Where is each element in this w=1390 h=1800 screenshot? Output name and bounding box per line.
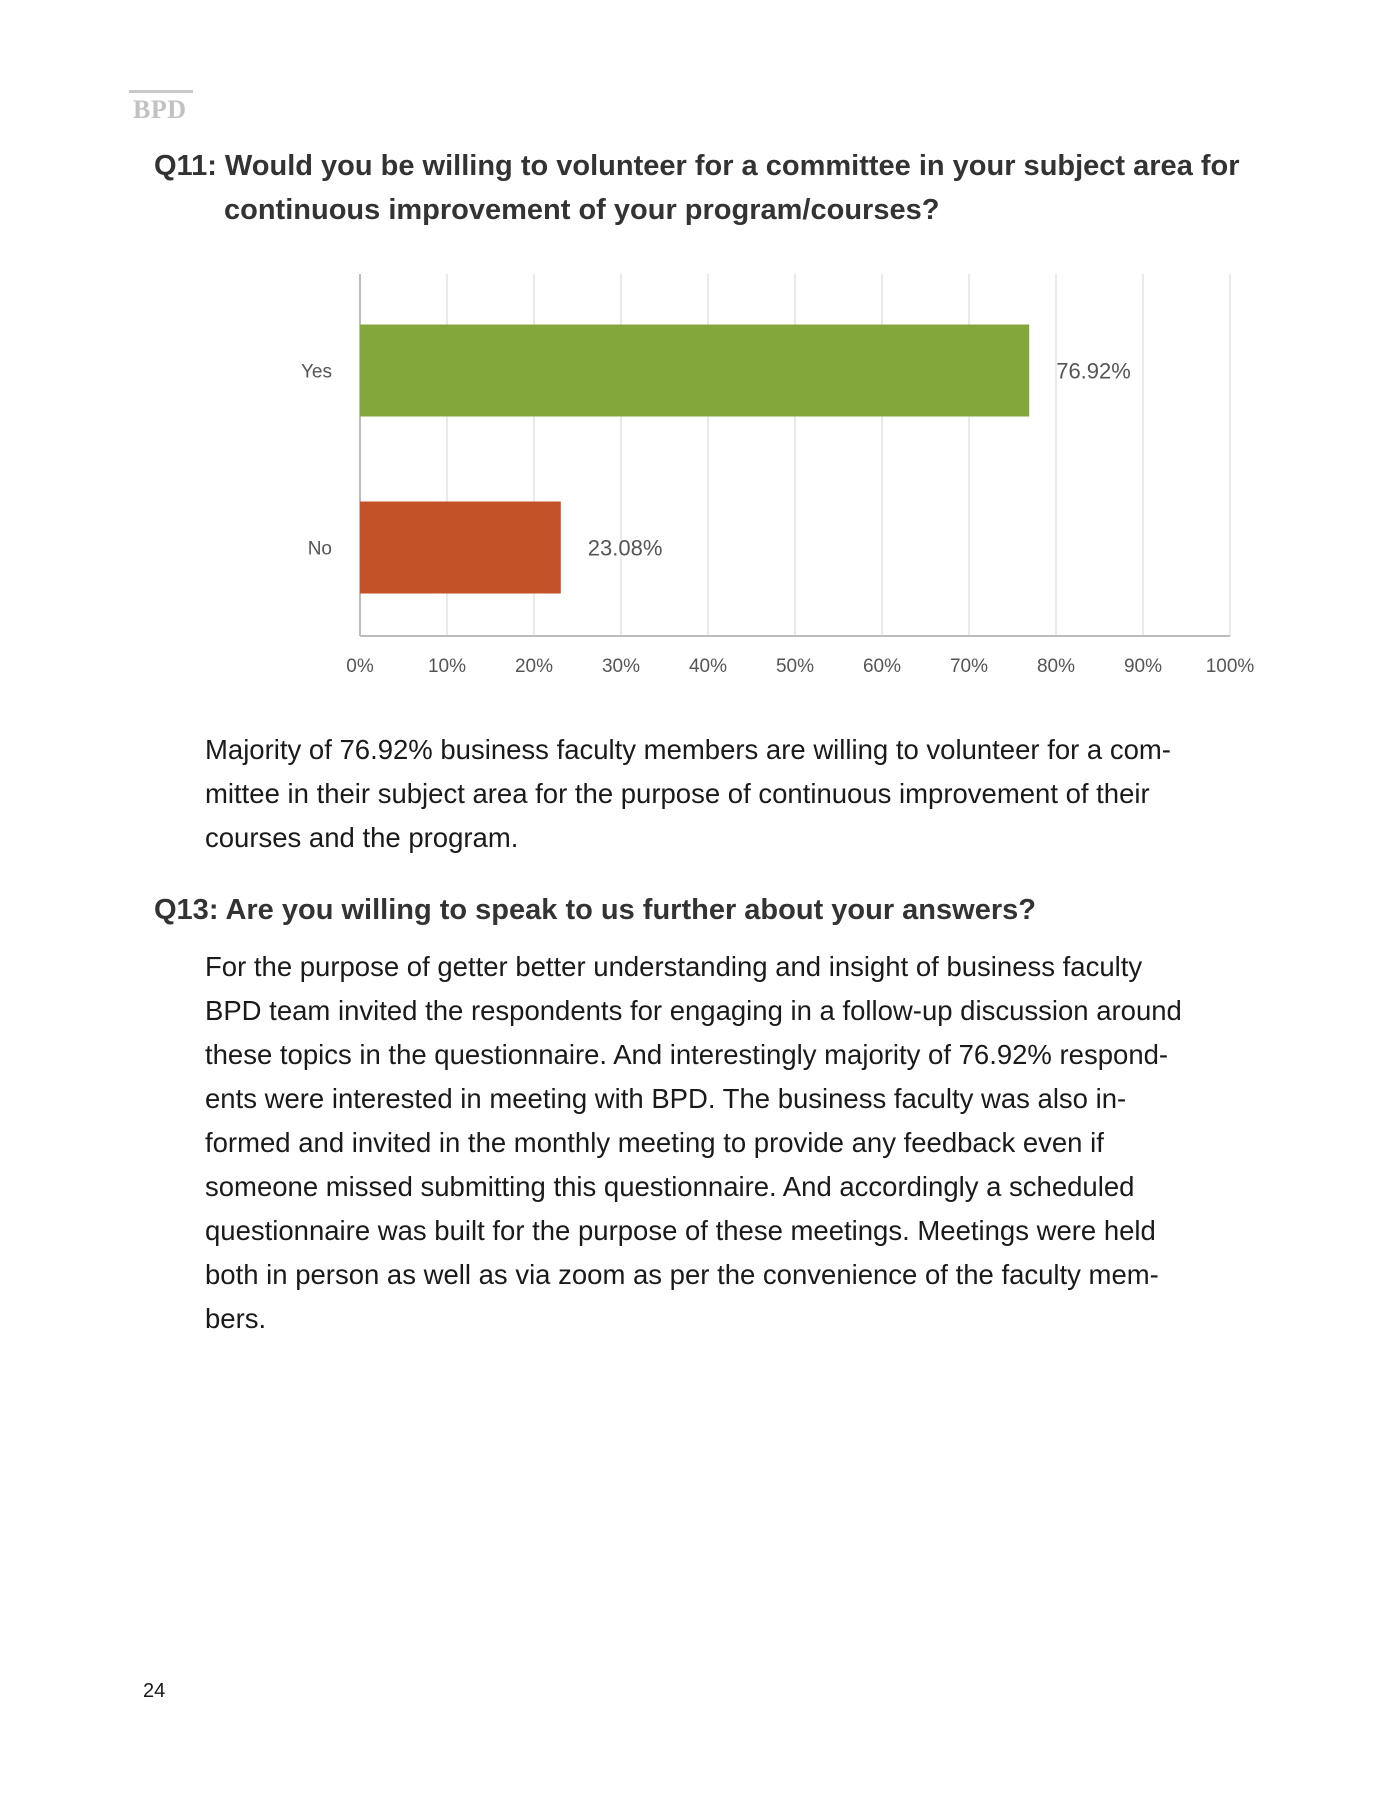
paragraph-line: these topics in the questionnaire. And i… [205, 1039, 1169, 1070]
paragraph-line: someone missed submitting this questionn… [205, 1171, 1135, 1202]
x-tick-label: 40% [689, 656, 727, 677]
x-tick-label: 100% [1206, 656, 1255, 677]
category-label: Yes [301, 362, 332, 383]
x-tick-label: 80% [1037, 656, 1075, 677]
paragraph-line: courses and the program. [205, 822, 519, 853]
paragraph-line: BPD team invited the respondents for eng… [205, 995, 1182, 1026]
paragraph-line: questionnaire was built for the purpose … [205, 1215, 1156, 1246]
bar-no [360, 501, 561, 594]
category-label: No [308, 539, 332, 560]
x-tick-label: 10% [428, 656, 466, 677]
page-number: 24 [143, 1680, 166, 1702]
paragraph-line: ents were interested in meeting with BPD… [205, 1083, 1127, 1114]
header-logo-text: BPD [133, 95, 187, 124]
x-tick-label: 70% [950, 656, 988, 677]
x-tick-label: 20% [515, 656, 553, 677]
data-label: 23.08% [588, 536, 663, 561]
q13-summary-paragraph: For the purpose of getter better underst… [205, 945, 1265, 1341]
header-rule [129, 90, 193, 93]
paragraph-line: formed and invited in the monthly meetin… [205, 1127, 1104, 1158]
data-label: 76.92% [1056, 359, 1131, 384]
paragraph-line: both in person as well as via zoom as pe… [205, 1259, 1159, 1290]
q11-bar-chart: 0% 10% 20% 30% 40% 50% 60% 70% 80% 90% 100% Yes 76.9… [301, 274, 1255, 677]
x-tick-label: 30% [602, 656, 640, 677]
paragraph-line: bers. [205, 1303, 267, 1334]
question-q11-heading: Q11: Would you be willing to volunteer f… [154, 144, 1264, 232]
bar-yes [360, 324, 1030, 417]
paragraph-line: mittee in their subject area for the pur… [205, 778, 1150, 809]
q11-line-1: Q11: Would you be willing to volunteer f… [154, 150, 1240, 182]
x-tick-label: 50% [776, 656, 814, 677]
paragraph-line: Majority of 76.92% business faculty memb… [205, 734, 1171, 765]
x-tick-label: 90% [1124, 656, 1162, 677]
paragraph-line: For the purpose of getter better underst… [205, 951, 1143, 982]
q11-summary-paragraph: Majority of 76.92% business faculty memb… [205, 728, 1265, 860]
question-q13-heading: Q13: Are you willing to speak to us furt… [154, 894, 1036, 926]
x-tick-label: 0% [346, 656, 374, 677]
x-tick-label: 60% [863, 656, 901, 677]
q11-line-2: continuous improvement of your program/c… [224, 194, 940, 226]
